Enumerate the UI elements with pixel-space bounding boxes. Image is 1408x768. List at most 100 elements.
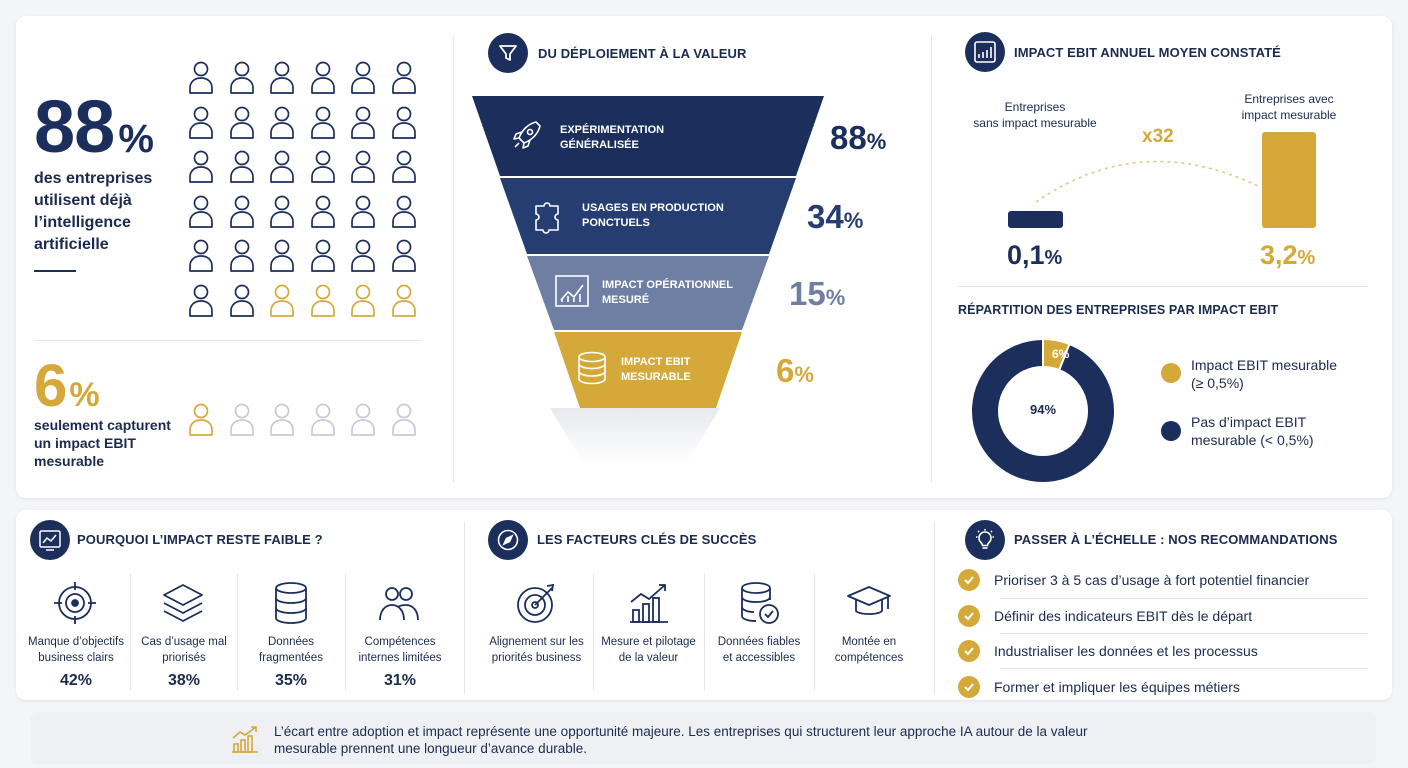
- person-icon: [188, 60, 214, 94]
- person-icon: [229, 60, 255, 94]
- person-icon: [391, 194, 417, 228]
- ebit-divider: [958, 286, 1368, 287]
- impact-desc-line: seulement capturent: [34, 417, 171, 433]
- person-icon: [188, 105, 214, 139]
- person-icon: [310, 105, 336, 139]
- adoption-stat: 88%: [34, 90, 154, 164]
- person-icon: [310, 402, 336, 436]
- funnel-shadow: [550, 408, 720, 466]
- impact-desc-line: mesurable: [34, 453, 105, 469]
- reco-text: Prioriser 3 à 5 cas d’usage à fort poten…: [994, 572, 1310, 588]
- person-icon: [391, 402, 417, 436]
- person-icon: [350, 194, 376, 228]
- check-icon: [958, 640, 980, 662]
- person-icon: [188, 402, 214, 436]
- success-item-4-label: Montée en compétences: [834, 636, 904, 664]
- compass-icon: [488, 520, 528, 560]
- layers-icon: [163, 584, 203, 622]
- bar-chart-icon: [965, 32, 1005, 72]
- person-icon: [229, 283, 255, 317]
- person-icon: [269, 194, 295, 228]
- person-icon: [391, 105, 417, 139]
- check-icon: [958, 676, 980, 698]
- divider: [931, 36, 932, 482]
- divider: [130, 574, 131, 690]
- adoption-desc-line: des entreprises: [34, 170, 153, 187]
- divider: [1000, 633, 1368, 634]
- divider: [453, 36, 454, 482]
- adoption-desc-line: l’intelligence: [34, 214, 131, 231]
- success-title: LES FACTEURS CLÉS DE SUCCÈS: [537, 532, 757, 547]
- divider: [237, 574, 238, 690]
- person-icon: [229, 149, 255, 183]
- person-icon: [269, 105, 295, 139]
- person-icon: [310, 194, 336, 228]
- impact-value: 6: [34, 352, 68, 419]
- person-icon: [310, 60, 336, 94]
- donut-large-label: 94%: [1030, 402, 1057, 417]
- legend-dot-measurable: [1161, 363, 1181, 383]
- funnel-stage-1-label: EXPÉRIMENTATION GÉNÉRALISÉE: [560, 124, 665, 151]
- funnel-stage-3-value: 15%: [789, 275, 846, 312]
- reco-item: Prioriser 3 à 5 cas d’usage à fort poten…: [958, 569, 1309, 591]
- impact-stat: 6%: [34, 356, 100, 416]
- ebit-multiplier: x32: [1142, 126, 1174, 147]
- repartition-title: RÉPARTITION DES ENTREPRISES PAR IMPACT E…: [958, 303, 1279, 317]
- person-icon: [269, 238, 295, 272]
- donut-small-label: 6%: [1052, 347, 1070, 361]
- person-icon: [229, 194, 255, 228]
- funnel-chart: [472, 96, 824, 466]
- left-divider: [34, 340, 422, 341]
- chart-icon: [555, 275, 589, 307]
- impact-description: seulement capturent un impact EBIT mesur…: [34, 416, 171, 470]
- person-icon: [229, 402, 255, 436]
- person-icon: [310, 283, 336, 317]
- person-icon: [229, 105, 255, 139]
- ebit-left-value: 0,1%: [1007, 240, 1063, 270]
- person-icon: [269, 283, 295, 317]
- person-icon: [310, 149, 336, 183]
- verified-database-icon: [741, 582, 779, 624]
- reco-item: Industrialiser les données et les proces…: [958, 640, 1258, 662]
- funnel-icon: [488, 33, 528, 73]
- person-icon: [269, 149, 295, 183]
- donut-slice-not-measurable: [970, 337, 1116, 484]
- reco-text: Industrialiser les données et les proces…: [994, 643, 1258, 659]
- funnel-stage-4-value: 6%: [776, 352, 814, 389]
- why-item-1-label: Manque d’objectifs business clairs: [28, 636, 124, 664]
- footer-text: L’écart entre adoption et impact représe…: [274, 723, 1088, 757]
- success-item-2-label: Mesure et pilotage de la valeur: [601, 636, 696, 664]
- reco-title: PASSER À L’ÉCHELLE : NOS RECOMMANDATIONS: [1014, 532, 1338, 547]
- ebit-bar-low: [1008, 211, 1063, 228]
- ebit-bar-high: [1262, 132, 1316, 228]
- short-divider: [34, 270, 76, 272]
- ebit-title: IMPACT EBIT ANNUEL MOYEN CONSTATÉ: [1014, 45, 1281, 60]
- target-icon: [54, 582, 96, 624]
- person-icon: [188, 149, 214, 183]
- person-icon: [350, 238, 376, 272]
- check-icon: [958, 569, 980, 591]
- funnel-stage-1-value: 88%: [830, 119, 887, 156]
- divider: [464, 522, 465, 694]
- impact-desc-line: un impact EBIT: [34, 435, 136, 451]
- why-item-3-label: Données fragmentées: [259, 636, 323, 664]
- funnel-stage-2-label: USAGES EN PRODUCTION PONCTUELS: [582, 202, 724, 229]
- funnel-stage-4-label: IMPACT EBIT MESURABLE: [621, 356, 691, 383]
- funnel-stage-3-label: IMPACT OPÉRATIONNEL MESURÉ: [602, 279, 733, 306]
- why-item-2-pct: 38%: [167, 672, 201, 689]
- person-icon: [391, 283, 417, 317]
- ebit-left-label: Entreprises sans impact mesurable: [973, 100, 1097, 130]
- person-icon: [391, 149, 417, 183]
- check-icon: [958, 605, 980, 627]
- person-icon: [350, 105, 376, 139]
- lightbulb-icon: [965, 520, 1005, 560]
- legend-measurable: Impact EBIT mesurable (≥ 0,5%): [1191, 357, 1338, 391]
- funnel-stage-3: [527, 256, 769, 330]
- team-icon: [379, 587, 419, 621]
- people-icon-grid: [188, 60, 424, 320]
- adoption-desc-line: artificielle: [34, 236, 109, 253]
- why-item-4-pct: 31%: [383, 672, 417, 689]
- divider: [593, 574, 594, 690]
- funnel-title: DU DÉPLOIEMENT À LA VALEUR: [538, 46, 747, 61]
- success-item-1-label: Alignement sur les priorités business: [489, 636, 584, 664]
